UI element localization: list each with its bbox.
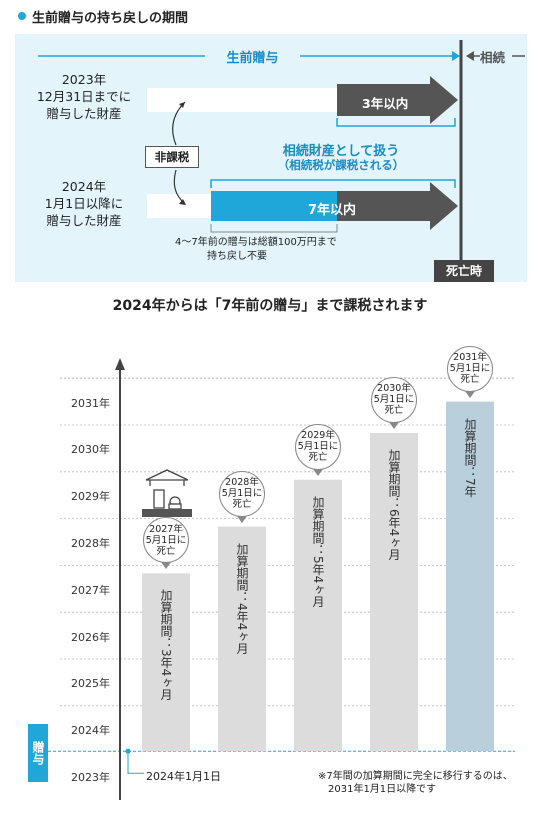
footnote-line1: ※7年間の加算期間に完全に移行するのは、 — [318, 771, 513, 782]
row2-label-line1: 2024年 — [61, 179, 107, 194]
row2-label-line3: 贈与した財産 — [46, 213, 122, 228]
grave-icon — [142, 469, 192, 517]
y-tick-label: 2024年 — [71, 724, 110, 738]
diagram-panel — [15, 34, 527, 282]
start-leader — [127, 751, 144, 774]
diagram-svg — [38, 40, 525, 262]
inherit-arrowhead — [466, 51, 474, 61]
row2-arrow — [337, 182, 458, 230]
row1-arrow — [337, 76, 458, 124]
bar-label: 加算期間：3年4ヶ月 — [159, 589, 173, 701]
row1-label: 2023年 12月31日までに 贈与した財産 — [24, 71, 144, 122]
death-bubble: 2027年 5月1日に 死亡 — [143, 517, 189, 570]
death-bubble: 2029年 5月1日に 死亡 — [295, 423, 341, 476]
row2-arrow-label: 7年以内 — [308, 203, 357, 218]
row2-bracket — [210, 179, 456, 188]
y-tick-label: 2028年 — [71, 537, 110, 550]
bar-label: 加算期間：4年4ヶ月 — [235, 542, 249, 654]
y-axis-arrow — [115, 358, 125, 370]
death-bubble: 2030年 5月1日に 死亡 — [371, 376, 417, 429]
row2-label: 2024年 1月1日以降に 贈与した財産 — [24, 178, 144, 229]
row1-label-line3: 贈与した財産 — [46, 106, 122, 121]
note-line2: 持ち戻し不要 — [207, 251, 267, 262]
header-bullet — [18, 12, 26, 20]
death-bubble: 2028年 5月1日に 死亡 — [219, 470, 265, 523]
gift-period-label: 生前贈与 — [226, 51, 279, 66]
row1-white-bar — [147, 88, 337, 112]
death-bubble: 2031年 5月1日に 死亡 — [447, 345, 493, 398]
footnote: ※7年間の加算期間に完全に移行するのは、 2031年1月1日以降です — [318, 770, 513, 796]
footnote-line2: 2031年1月1日以降です — [328, 784, 437, 795]
y-tick-label: 2025年 — [71, 677, 110, 691]
gift-side-tab: 贈与 — [28, 724, 48, 782]
y-tick-label: 2023年 — [71, 771, 110, 784]
bar-label: 加算期間：6年4ヶ月 — [387, 448, 401, 561]
y-tick-label: 2030年 — [71, 443, 110, 457]
y-tick-label: 2027年 — [71, 583, 110, 597]
row1-arrow-label: 3年以内 — [362, 96, 409, 111]
y-tick-label: 2029年 — [71, 490, 110, 504]
page-title: 生前贈与の持ち戻しの期間 — [32, 11, 189, 26]
bar-label: 加算期間：7年 — [463, 417, 477, 498]
row2-cyan-bar — [211, 191, 337, 221]
bar — [142, 573, 190, 752]
row1-bracket — [336, 118, 456, 127]
section-subtitle: 2024年からは「7年前の贈与」まで課税されます — [112, 298, 428, 314]
note-line1: 4～7年前の贈与は総額100万円まで — [175, 237, 337, 248]
bar — [370, 432, 418, 752]
note-bracket — [210, 224, 338, 233]
y-tick-label: 2026年 — [71, 630, 110, 644]
non-tax-arrowhead-up — [179, 102, 185, 108]
note-text: 4～7年前の贈与は総額100万円まで 持ち戻し不要 — [175, 236, 337, 264]
gift-arrowhead — [452, 51, 460, 61]
start-date-label: 2024年1月1日 — [146, 770, 221, 783]
death-badge: 死亡時 — [434, 260, 494, 282]
row2-label-line2: 1月1日以降に — [44, 196, 124, 211]
y-tick-label: 2031年 — [71, 396, 110, 410]
inherit-asset-label: 相続財産として扱う — [282, 144, 400, 159]
inherit-asset-sub: （相続税が課税される） — [277, 158, 405, 172]
row1-label-line2: 12月31日までに — [36, 89, 132, 104]
bar-label: 加算期間：5年4ヶ月 — [311, 495, 325, 608]
bar — [218, 526, 266, 752]
bar — [294, 479, 342, 752]
bar — [446, 401, 494, 752]
row1-label-line1: 2023年 — [61, 72, 107, 87]
non-tax-box: 非課税 — [145, 146, 199, 168]
inherit-label: 相続 — [480, 50, 506, 65]
non-tax-arrowhead-down — [179, 199, 186, 205]
